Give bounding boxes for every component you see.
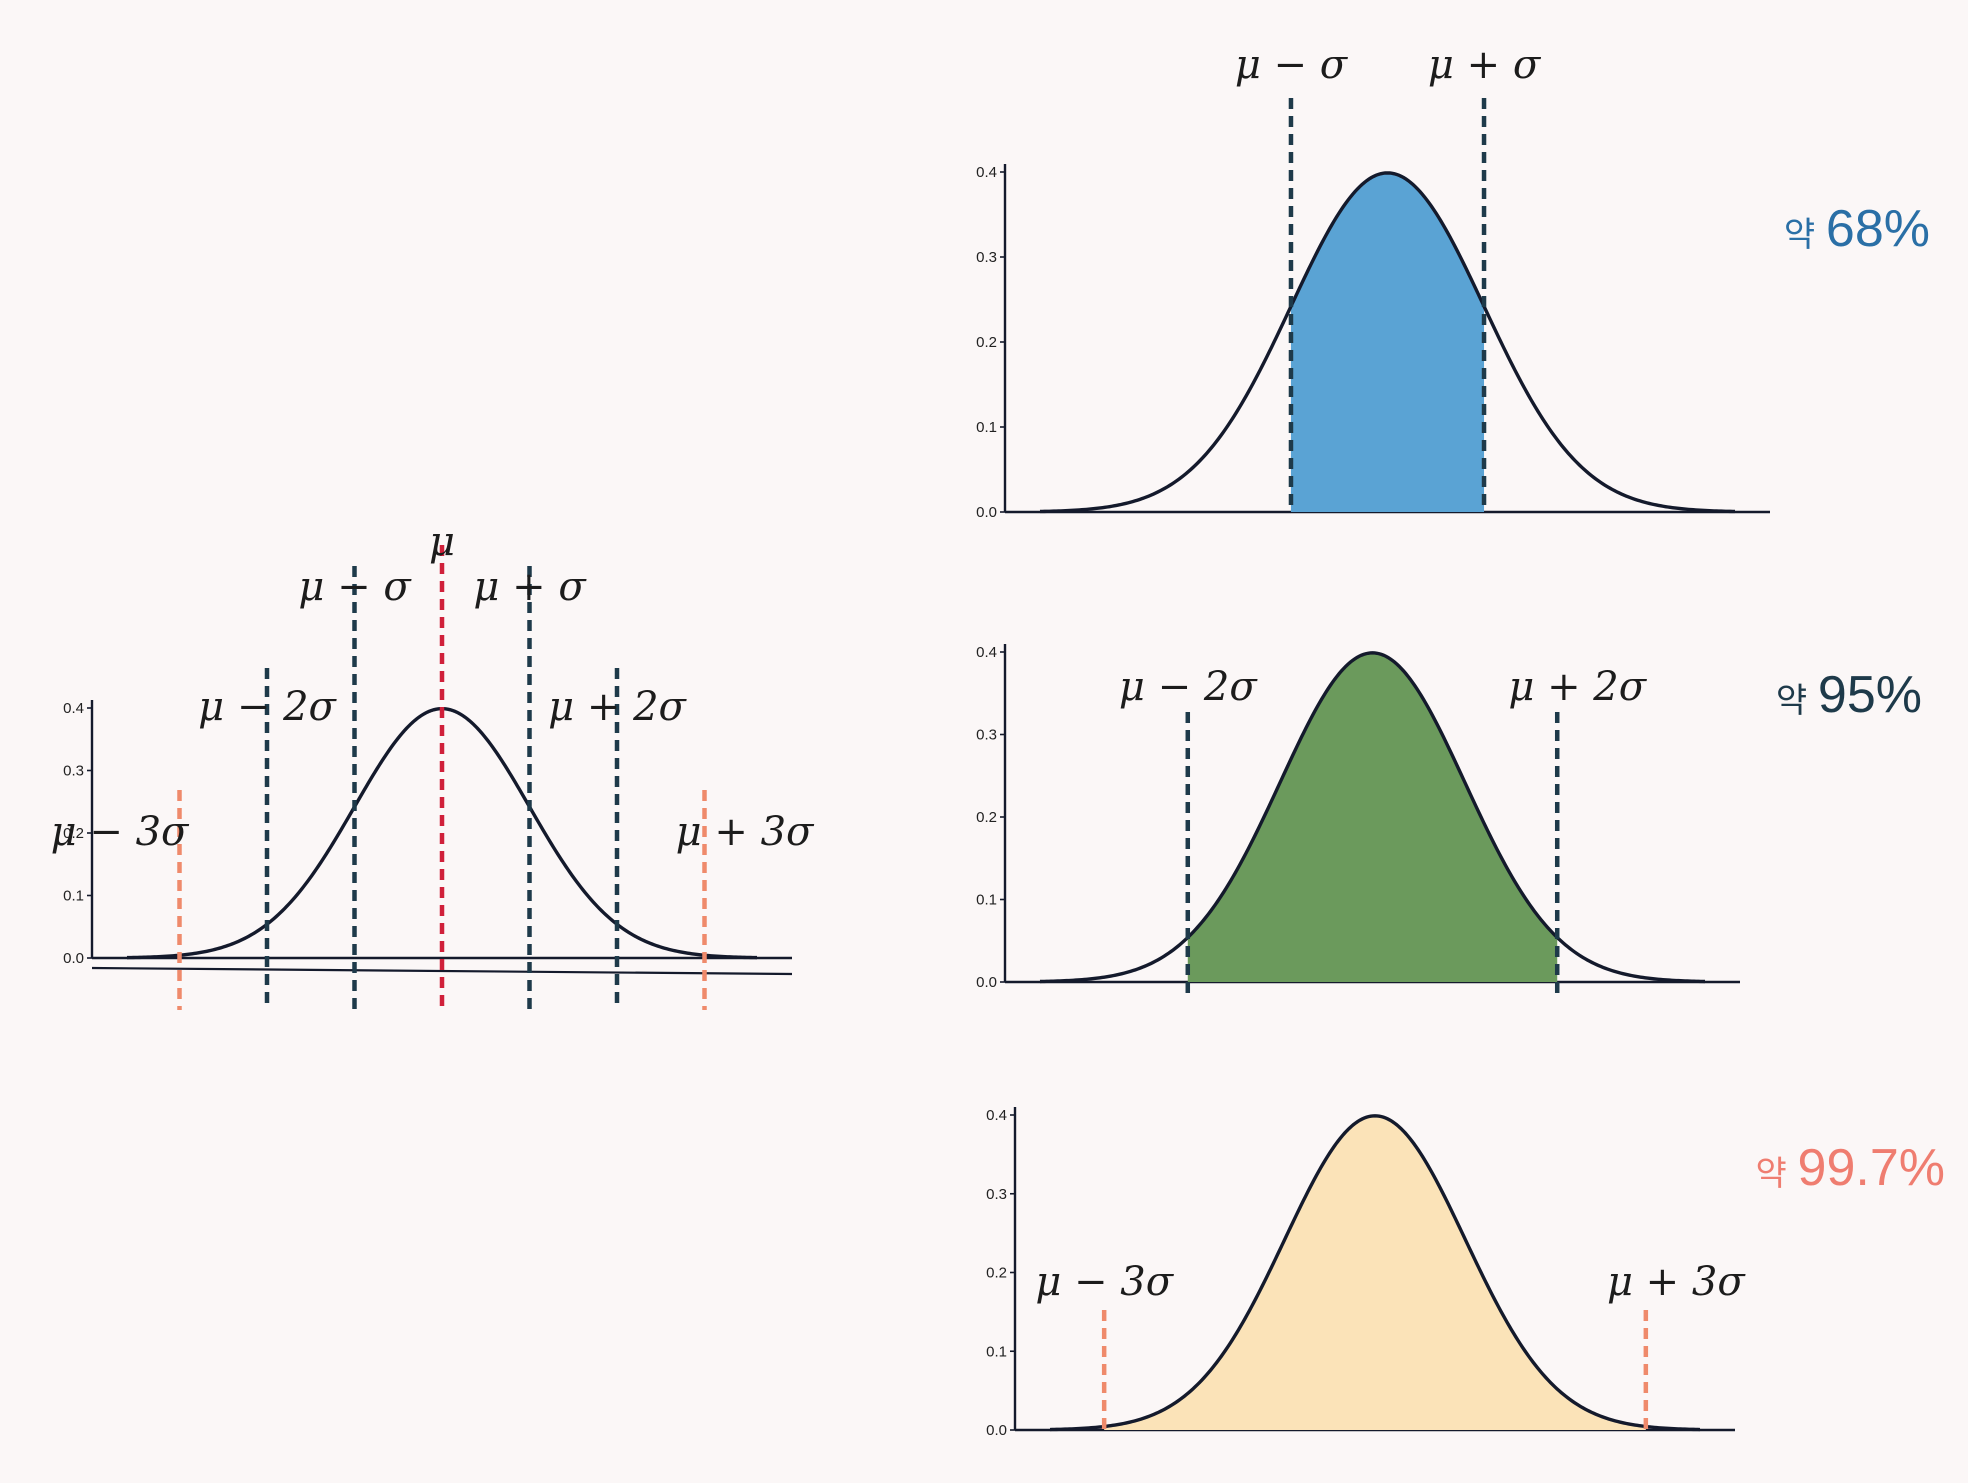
two-sigma-chart: 0.0 0.1 0.2 0.3 0.4 μ − 2σ μ + 2σ 약 95% <box>976 644 1922 995</box>
marker-label: μ − 2σ <box>1119 664 1258 710</box>
y-tick-label: 0.2 <box>976 334 997 351</box>
y-tick-label: 0.3 <box>976 727 997 744</box>
shaded-area <box>1104 1115 1646 1430</box>
y-tick-label: 0.2 <box>986 1265 1007 1282</box>
y-tick-label: 0.4 <box>986 1107 1007 1124</box>
y-tick-label: 0.1 <box>976 892 997 909</box>
three-sigma-chart: 0.0 0.1 0.2 0.3 0.4 μ − 3σ μ + 3σ 약 99.7% <box>986 1107 1945 1439</box>
x-axis-baseline <box>91 966 793 976</box>
y-tick-label: 0.3 <box>63 763 84 780</box>
overview-chart: 0.0 0.1 0.2 0.3 0.4 μ − 3σ μ − 2σ μ − σ μ μ + σ μ … <box>51 519 815 1010</box>
percent-value: 68% <box>1826 200 1930 258</box>
marker-label: μ + 2σ <box>1508 664 1647 710</box>
marker-label: μ − 2σ <box>198 684 337 730</box>
y-tick-label: 0.4 <box>976 164 997 181</box>
marker-label: μ − σ <box>298 564 412 610</box>
one-sigma-chart: 0.0 0.1 0.2 0.3 0.4 μ − σ μ + σ 약 68% <box>976 42 1930 521</box>
y-tick-label: 0.4 <box>976 644 997 661</box>
marker-label: μ + σ <box>1428 42 1542 88</box>
marker-label: μ − 3σ <box>1035 1259 1174 1305</box>
percent-value: 99.7% <box>1798 1139 1945 1197</box>
marker-label: μ + 2σ <box>548 684 687 730</box>
percent-annotation: 약 95% <box>1776 666 1922 724</box>
percent-prefix: 약 <box>1784 215 1826 255</box>
y-tick-label: 0.0 <box>976 974 997 991</box>
y-tick-label: 0.2 <box>976 809 997 826</box>
y-tick-label: 0.2 <box>63 825 84 842</box>
marker-label: μ <box>429 519 455 565</box>
marker-label: μ − σ <box>1235 42 1349 88</box>
percent-prefix: 약 <box>1755 1154 1797 1194</box>
y-tick-label: 0.0 <box>976 504 997 521</box>
density-curve <box>1039 651 1706 984</box>
percent-annotation: 약 68% <box>1784 200 1930 258</box>
y-tick-label: 0.3 <box>976 249 997 266</box>
percent-prefix: 약 <box>1776 681 1818 721</box>
density-curve <box>1049 1114 1701 1432</box>
y-tick-label: 0.0 <box>63 950 84 967</box>
density-curve <box>1039 171 1736 514</box>
shaded-area <box>1187 652 1558 982</box>
y-tick-label: 0.3 <box>986 1186 1007 1203</box>
y-tick-label: 0.1 <box>63 888 84 905</box>
percent-value: 95% <box>1818 666 1922 724</box>
y-tick-label: 0.1 <box>976 419 997 436</box>
y-tick-label: 0.1 <box>986 1343 1007 1360</box>
marker-label: μ + 3σ <box>676 809 815 855</box>
y-tick-label: 0.0 <box>986 1422 1007 1439</box>
percent-annotation: 약 99.7% <box>1755 1139 1945 1197</box>
marker-label: μ − 3σ <box>51 809 190 855</box>
y-tick-label: 0.4 <box>63 700 84 717</box>
shaded-area <box>1290 172 1485 513</box>
marker-label: μ + 3σ <box>1607 1259 1746 1305</box>
marker-label: μ + σ <box>473 564 587 610</box>
